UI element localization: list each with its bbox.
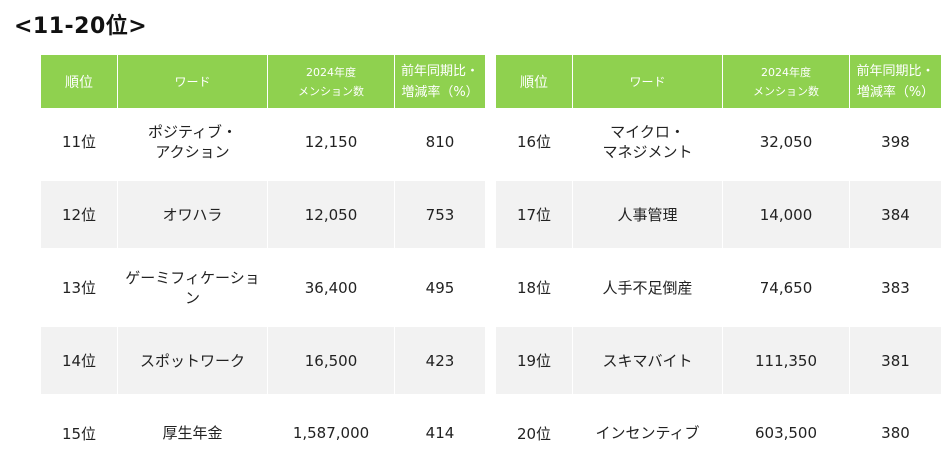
word-cell: マイクロ・ マネジメント [573,108,723,181]
mention-count-cell: 14,000 [723,181,850,254]
header-yoy-ratio: 前年同期比・ 増減率（%） [850,55,941,108]
header-row: 順位 ワード 2024年度 メンション数 前年同期比・ 増減率（%） [496,55,941,108]
rank-cell: 14位 [41,327,118,400]
header-count-line2: メンション数 [298,84,364,98]
ratio-cell: 753 [395,181,485,254]
mention-count-cell: 603,500 [723,400,850,466]
word-cell: インセンティブ [573,400,723,466]
word-cell: スキマバイト [573,327,723,400]
header-ratio-line1: 前年同期比・ [856,63,935,79]
word-line1: ポジティブ・ [147,122,238,141]
header-count-line1: 2024年度 [761,65,811,79]
header-mention-count: 2024年度 メンション数 [723,55,850,108]
ratio-cell: 398 [850,108,941,181]
rank-cell: 12位 [41,181,118,254]
table-row: 13位 ゲーミフィケーション 36,400 495 [41,254,485,327]
header-count-line2: メンション数 [753,84,819,98]
ranking-table-right: 順位 ワード 2024年度 メンション数 前年同期比・ 増減率（%） 16位 マ… [496,55,941,466]
word-line1: マイクロ・ [610,122,685,141]
header-rank: 順位 [41,55,118,108]
header-yoy-ratio: 前年同期比・ 増減率（%） [395,55,485,108]
rank-cell: 15位 [41,400,118,466]
header-word: ワード [118,55,268,108]
table-row: 14位 スポットワーク 16,500 423 [41,327,485,400]
mention-count-cell: 1,587,000 [268,400,395,466]
header-rank: 順位 [496,55,573,108]
header-mention-count: 2024年度 メンション数 [268,55,395,108]
word-line2: マネジメント [602,142,693,161]
rank-cell: 13位 [41,254,118,327]
ranking-table-left: 順位 ワード 2024年度 メンション数 前年同期比・ 増減率（%） 11位 ポ… [41,55,485,466]
rank-cell: 18位 [496,254,573,327]
ratio-cell: 383 [850,254,941,327]
word-cell: スポットワーク [118,327,268,400]
rank-cell: 20位 [496,400,573,466]
mention-count-cell: 16,500 [268,327,395,400]
table-row: 12位 オワハラ 12,050 753 [41,181,485,254]
header-word: ワード [573,55,723,108]
word-cell: 厚生年金 [118,400,268,466]
ratio-cell: 381 [850,327,941,400]
ratio-cell: 380 [881,424,910,442]
header-ratio-line2: 増減率（%） [856,84,935,100]
table-row: 18位 人手不足倒産 74,650 383 [496,254,941,327]
word-cell: ゲーミフィケーション [118,254,268,327]
table-row: 16位 マイクロ・ マネジメント 32,050 398 [496,108,941,181]
ratio-cell: 495 [395,254,485,327]
ratio-cell: 414 [425,424,455,442]
rank-cell: 11位 [41,108,118,181]
table-row: 20位 インセンティブ 603,500 380 [496,400,941,466]
rank-cell: 19位 [496,327,573,400]
ratio-cell: 384 [850,181,941,254]
mention-count-cell: 111,350 [723,327,850,400]
table-row: 15位 厚生年金 1,587,000 414 [41,400,485,466]
table-row: 17位 人事管理 14,000 384 [496,181,941,254]
header-ratio-line1: 前年同期比・ [400,63,479,79]
header-ratio-line2: 増減率（%） [401,84,479,100]
ratio-cell: 423 [395,327,485,400]
word-cell: 人手不足倒産 [573,254,723,327]
mention-count-cell: 32,050 [723,108,850,181]
word-line2: アクション [155,142,230,161]
mention-count-cell: 12,050 [268,181,395,254]
table-row: 11位 ポジティブ・ アクション 12,150 810 [41,108,485,181]
mention-count-cell: 36,400 [268,254,395,327]
rank-cell: 17位 [496,181,573,254]
rank-cell: 16位 [496,108,573,181]
word-cell: ポジティブ・ アクション [118,108,268,181]
word-cell: オワハラ [118,181,268,254]
header-count-line1: 2024年度 [306,65,356,79]
word-cell: 人事管理 [573,181,723,254]
header-row: 順位 ワード 2024年度 メンション数 前年同期比・ 増減率（%） [41,55,485,108]
page-title: <11-20位> [14,14,148,39]
mention-count-cell: 12,150 [268,108,395,181]
ratio-cell: 810 [395,108,485,181]
mention-count-cell: 74,650 [723,254,850,327]
table-row: 19位 スキマバイト 111,350 381 [496,327,941,400]
